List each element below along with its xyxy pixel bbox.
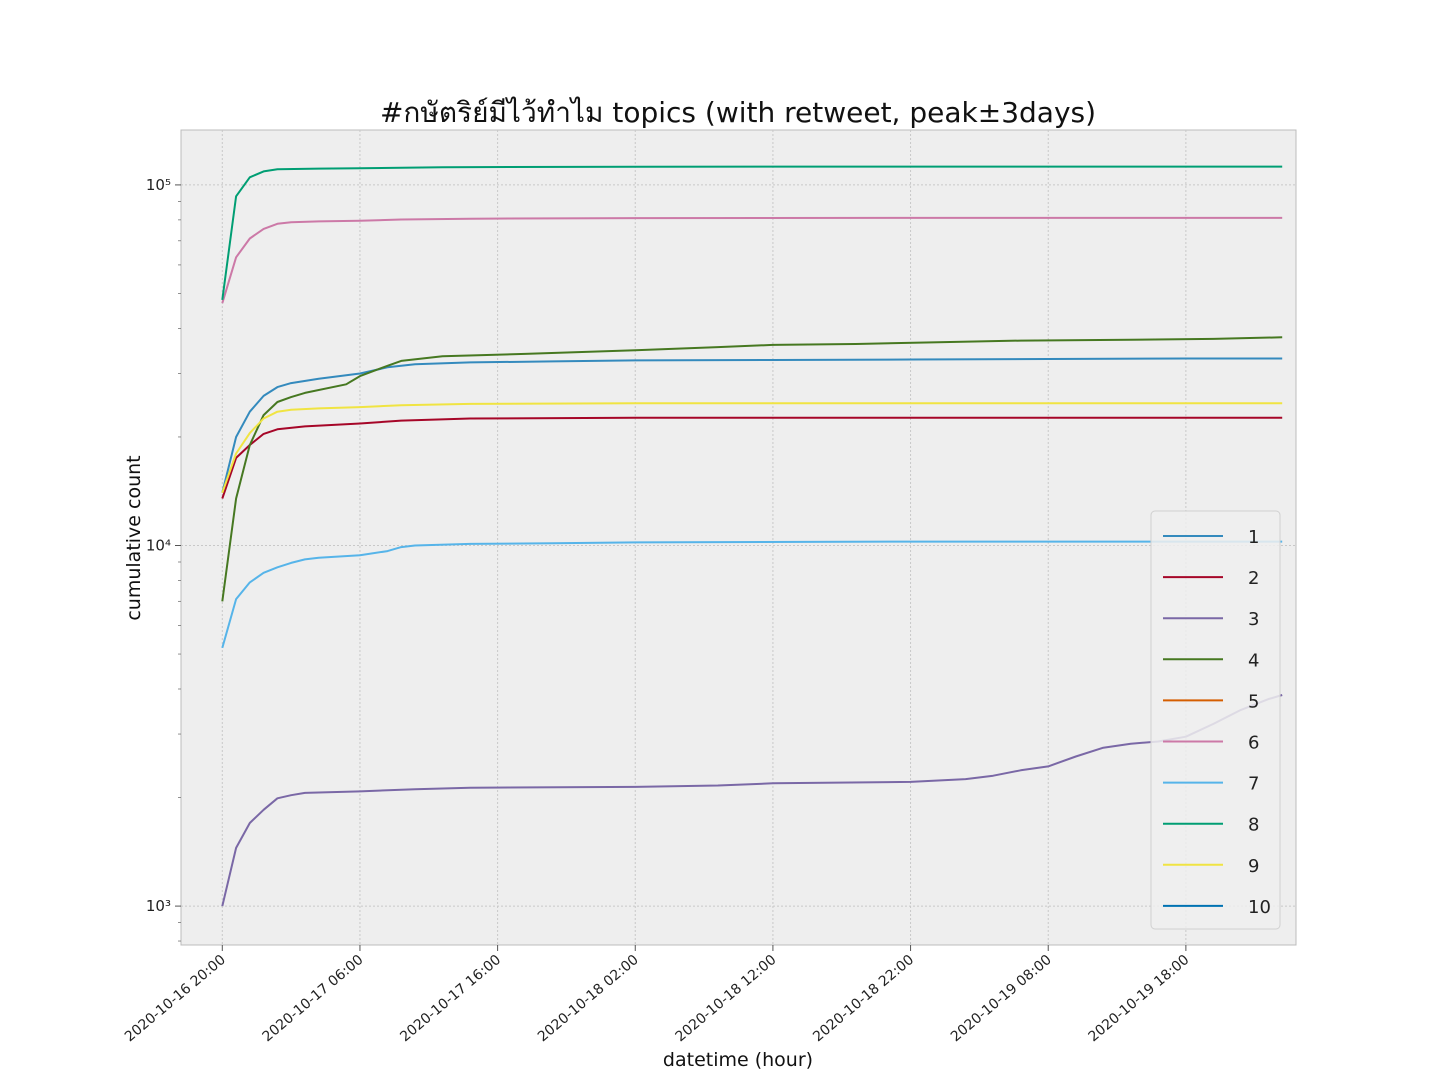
y-tick-label: 10³ xyxy=(146,897,171,915)
legend-label-6: 6 xyxy=(1248,733,1259,754)
series-line-7 xyxy=(221,540,1283,649)
series-line-9 xyxy=(221,402,1283,494)
y-axis-ticks: 10³ 10⁴ 10⁵ xyxy=(146,176,181,942)
series-line-6 xyxy=(221,216,1283,304)
series-line-8 xyxy=(221,165,1283,301)
legend-label-10: 10 xyxy=(1248,897,1271,918)
legend-label-7: 7 xyxy=(1248,774,1259,795)
chart-title: #กษัตริย์มีไว้ทำไม topics (with retweet,… xyxy=(380,96,1096,129)
legend-label-9: 9 xyxy=(1248,856,1259,877)
legend-label-5: 5 xyxy=(1248,691,1259,712)
series-line-2 xyxy=(221,416,1283,499)
legend-label-4: 4 xyxy=(1248,650,1259,671)
series-line-1 xyxy=(221,357,1283,494)
legend-label-2: 2 xyxy=(1248,568,1259,589)
y-axis-label: cumulative count xyxy=(123,455,145,620)
legend-label-8: 8 xyxy=(1248,815,1259,836)
legend-label-3: 3 xyxy=(1248,609,1259,630)
legend-box xyxy=(1150,510,1281,930)
grid xyxy=(181,130,1296,945)
x-axis-label: datetime (hour) xyxy=(663,1049,813,1071)
legend-label-1: 1 xyxy=(1248,527,1259,548)
y-tick-label: 10⁴ xyxy=(146,537,171,555)
legend: 1 2 3 4 5 6 7 8 9 10 xyxy=(1150,510,1281,930)
series-line-4 xyxy=(221,336,1283,602)
y-tick-label: 10⁵ xyxy=(146,176,171,194)
plot-area xyxy=(180,129,1297,946)
